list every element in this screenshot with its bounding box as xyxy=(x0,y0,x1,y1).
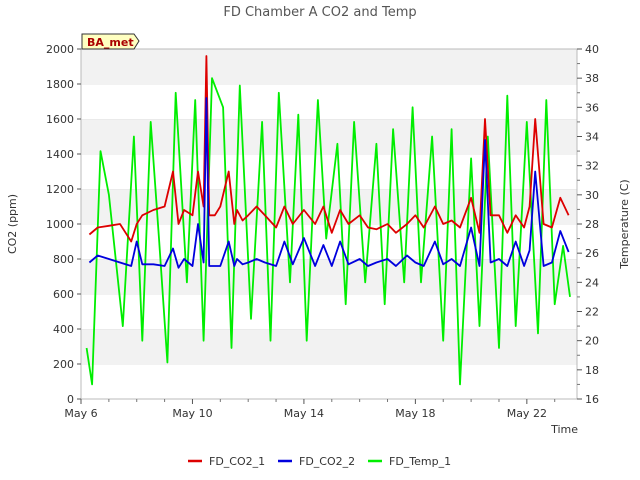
grid-band xyxy=(81,49,577,84)
x-tick-label: May 14 xyxy=(284,407,324,420)
y-right-tick-label: 40 xyxy=(585,43,599,56)
grid-band xyxy=(81,154,577,189)
x-axis: May 6 May 10 May 14 May 18 May 22 xyxy=(64,399,556,420)
y-left-tick-label: 1800 xyxy=(46,78,74,91)
y-left-tick-label: 2000 xyxy=(46,43,74,56)
legend-label: FD_CO2_1 xyxy=(209,455,265,468)
legend-label: FD_CO2_2 xyxy=(299,455,355,468)
y-left-tick-label: 400 xyxy=(53,323,74,336)
grid-band xyxy=(81,294,577,329)
site-badge: BA_met xyxy=(81,33,140,50)
grid-band xyxy=(81,84,577,119)
y-axis-right-label: Temperature (C) xyxy=(618,179,631,269)
chart-title: FD Chamber A CO2 and Temp xyxy=(223,5,416,20)
y-right-tick-label: 18 xyxy=(585,364,599,377)
y-left-tick-label: 1600 xyxy=(46,113,74,126)
legend-label: FD_Temp_1 xyxy=(389,455,451,468)
y-right-tick-label: 32 xyxy=(585,160,599,173)
y-left-tick-label: 200 xyxy=(53,358,74,371)
y-left-tick-label: 1000 xyxy=(46,218,74,231)
x-tick-label: May 22 xyxy=(507,407,547,420)
y-right-tick-label: 20 xyxy=(585,335,599,348)
y-right-tick-label: 28 xyxy=(585,218,599,231)
grid-band xyxy=(81,119,577,154)
y-right-tick-label: 38 xyxy=(585,72,599,85)
site-badge-label: BA_met xyxy=(87,36,134,49)
right-axis: 16 18 20 22 24 26 28 30 32 34 36 38 40 xyxy=(577,43,599,406)
y-left-tick-label: 600 xyxy=(53,288,74,301)
y-right-tick-label: 22 xyxy=(585,306,599,319)
y-left-tick-label: 1200 xyxy=(46,183,74,196)
y-right-tick-label: 30 xyxy=(585,189,599,202)
x-tick-label: May 6 xyxy=(64,407,97,420)
x-axis-label: Time xyxy=(550,423,578,436)
x-tick-label: May 10 xyxy=(172,407,212,420)
y-axis-left-label: CO2 (ppm) xyxy=(6,194,19,254)
grid-band xyxy=(81,364,577,399)
x-tick-label: May 18 xyxy=(395,407,435,420)
y-left-tick-label: 800 xyxy=(53,253,74,266)
series-line-fd-co2-1 xyxy=(88,55,570,243)
y-right-tick-label: 16 xyxy=(585,393,599,406)
y-right-tick-label: 36 xyxy=(585,101,599,114)
legend: FD_CO2_1 FD_CO2_2 FD_Temp_1 xyxy=(188,455,451,468)
y-left-tick-label: 1400 xyxy=(46,148,74,161)
y-right-tick-label: 24 xyxy=(585,276,599,289)
y-left-tick-label: 0 xyxy=(67,393,74,406)
y-right-tick-label: 34 xyxy=(585,131,599,144)
series-line-fd-temp-1 xyxy=(85,77,571,386)
series-line-fd-co2-2 xyxy=(88,97,570,269)
left-axis: 0 200 400 600 800 1000 1200 1400 1600 1800 2000 xyxy=(46,43,81,406)
series-layer xyxy=(85,55,571,386)
grid-band xyxy=(81,329,577,364)
site-badge-box xyxy=(81,33,140,50)
y-right-tick-label: 26 xyxy=(585,247,599,260)
